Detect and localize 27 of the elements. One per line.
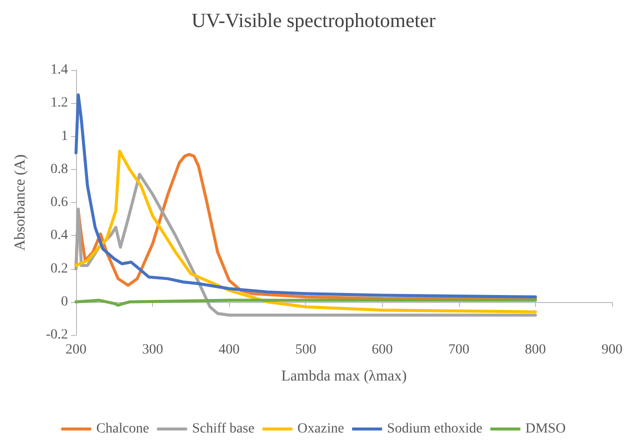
chart-title: UV-Visible spectrophotometer — [191, 10, 436, 32]
y-tick-label: 0.6 — [50, 195, 68, 210]
legend-label: Chalcone — [96, 422, 150, 436]
x-tick-label: 300 — [142, 342, 164, 358]
x-tick-label: 400 — [218, 342, 240, 358]
x-tick-label: 600 — [372, 342, 393, 358]
y-tick-label: 0.2 — [50, 261, 68, 276]
y-tick-label: 0.4 — [50, 228, 68, 244]
x-axis-title: Lambda max (λmax) — [281, 368, 407, 384]
x-tick-label: 500 — [295, 342, 316, 358]
y-tick-label: 0.8 — [50, 162, 68, 177]
legend-label: Schiff base — [192, 422, 254, 436]
x-tick-label: 700 — [448, 342, 470, 358]
y-tick-label: -0.2 — [46, 328, 68, 342]
line-series — [74, 93, 537, 298]
y-tick-label: 1.4 — [50, 62, 68, 78]
x-tick-label: 900 — [602, 342, 622, 358]
legend-label: DMSO — [525, 422, 566, 436]
x-tick-label: 200 — [66, 342, 86, 358]
y-tick-label: 1 — [61, 128, 68, 144]
x-tick-label: 800 — [524, 342, 546, 358]
legend-label: Sodium ethoxide — [387, 422, 482, 436]
line-series — [74, 172, 537, 317]
legend-label: Oxazine — [297, 422, 344, 436]
y-tick-label: 0 — [61, 294, 68, 310]
y-tick-label: 1.2 — [50, 96, 68, 111]
y-axis-title: Absorbance (A) — [12, 154, 28, 251]
